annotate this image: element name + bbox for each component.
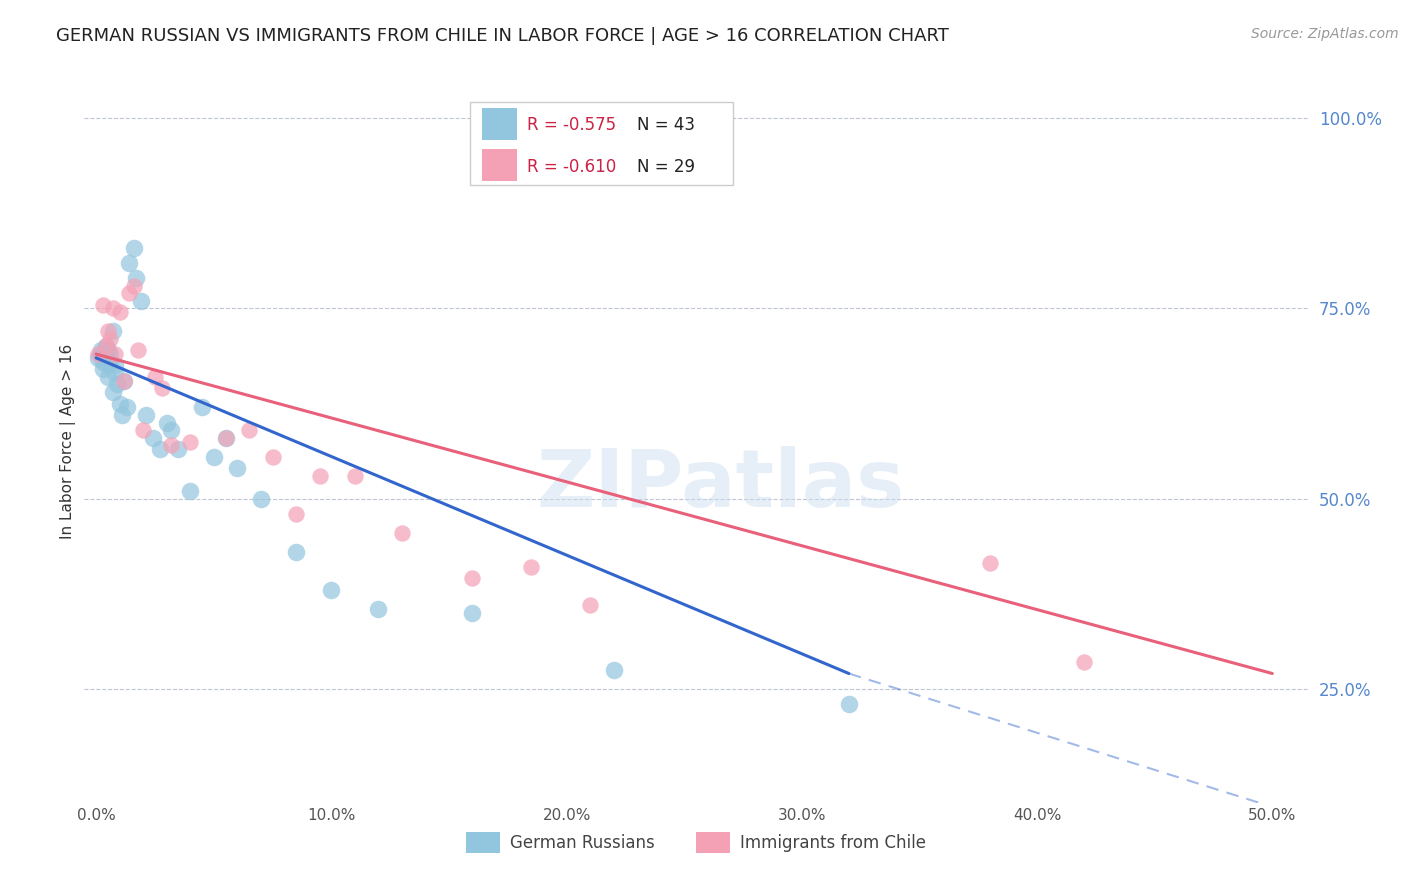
Text: N = 43: N = 43 [637,116,695,134]
Point [125,271,148,285]
Text: R = -0.610: R = -0.610 [527,158,616,176]
Point [156,416,179,430]
Point [108,305,131,319]
FancyBboxPatch shape [482,108,517,140]
Point [238,423,260,437]
Point [101,385,124,400]
Point [94,351,117,365]
Y-axis label: In Labor Force | Age > 16: In Labor Force | Age > 16 [60,344,76,539]
Point [391,525,413,540]
Point [90,343,112,358]
Point [105,377,128,392]
Point [202,450,225,464]
Point [94,339,117,353]
Point [91,362,114,376]
Point [343,468,366,483]
Point [108,396,131,410]
Point [214,431,236,445]
Point [179,434,201,449]
Point [87,347,110,361]
Point [191,401,214,415]
Point [132,423,155,437]
Point [321,582,343,597]
Point [104,366,127,380]
Point [520,560,543,574]
Point [461,606,484,620]
Point [97,343,120,358]
Point [122,241,145,255]
Point [97,359,120,373]
Point [179,483,201,498]
Point [579,598,602,612]
Point [249,491,271,506]
Point [285,545,308,559]
Point [367,602,389,616]
Text: ZIPatlas: ZIPatlas [536,446,904,524]
Point [160,438,183,452]
Text: Source: ZipAtlas.com: Source: ZipAtlas.com [1251,27,1399,41]
Point [461,571,484,585]
Point [112,374,135,388]
Point [104,359,127,373]
Point [118,286,141,301]
Point [97,324,120,338]
Point [115,401,138,415]
Point [135,408,157,422]
Point [98,347,121,361]
Point [149,442,172,457]
Point [167,442,190,457]
Point [111,408,134,422]
Point [226,461,249,475]
Point [1073,655,1095,669]
Point [122,278,145,293]
Point [101,324,124,338]
Point [838,697,860,711]
Point [308,468,330,483]
FancyBboxPatch shape [482,150,517,181]
Point [97,370,120,384]
Text: N = 29: N = 29 [637,158,695,176]
Point [602,663,624,677]
Text: GERMAN RUSSIAN VS IMMIGRANTS FROM CHILE IN LABOR FORCE | AGE > 16 CORRELATION CH: GERMAN RUSSIAN VS IMMIGRANTS FROM CHILE … [56,27,949,45]
Point [143,370,166,384]
Point [94,339,117,353]
Point [101,301,124,316]
Point [127,343,149,358]
Point [142,431,165,445]
Point [118,256,141,270]
Point [979,556,1001,570]
Point [104,347,127,361]
Point [214,431,236,445]
Point [129,293,152,308]
Point [90,347,112,361]
Legend: German Russians, Immigrants from Chile: German Russians, Immigrants from Chile [460,826,932,860]
Point [98,332,121,346]
FancyBboxPatch shape [470,102,733,185]
Point [112,374,135,388]
Point [150,381,173,395]
Point [285,507,308,521]
Text: R = -0.575: R = -0.575 [527,116,616,134]
Point [262,450,284,464]
Point [91,354,114,368]
Point [91,298,114,312]
Point [160,423,183,437]
Point [98,354,121,368]
Point [87,351,110,365]
